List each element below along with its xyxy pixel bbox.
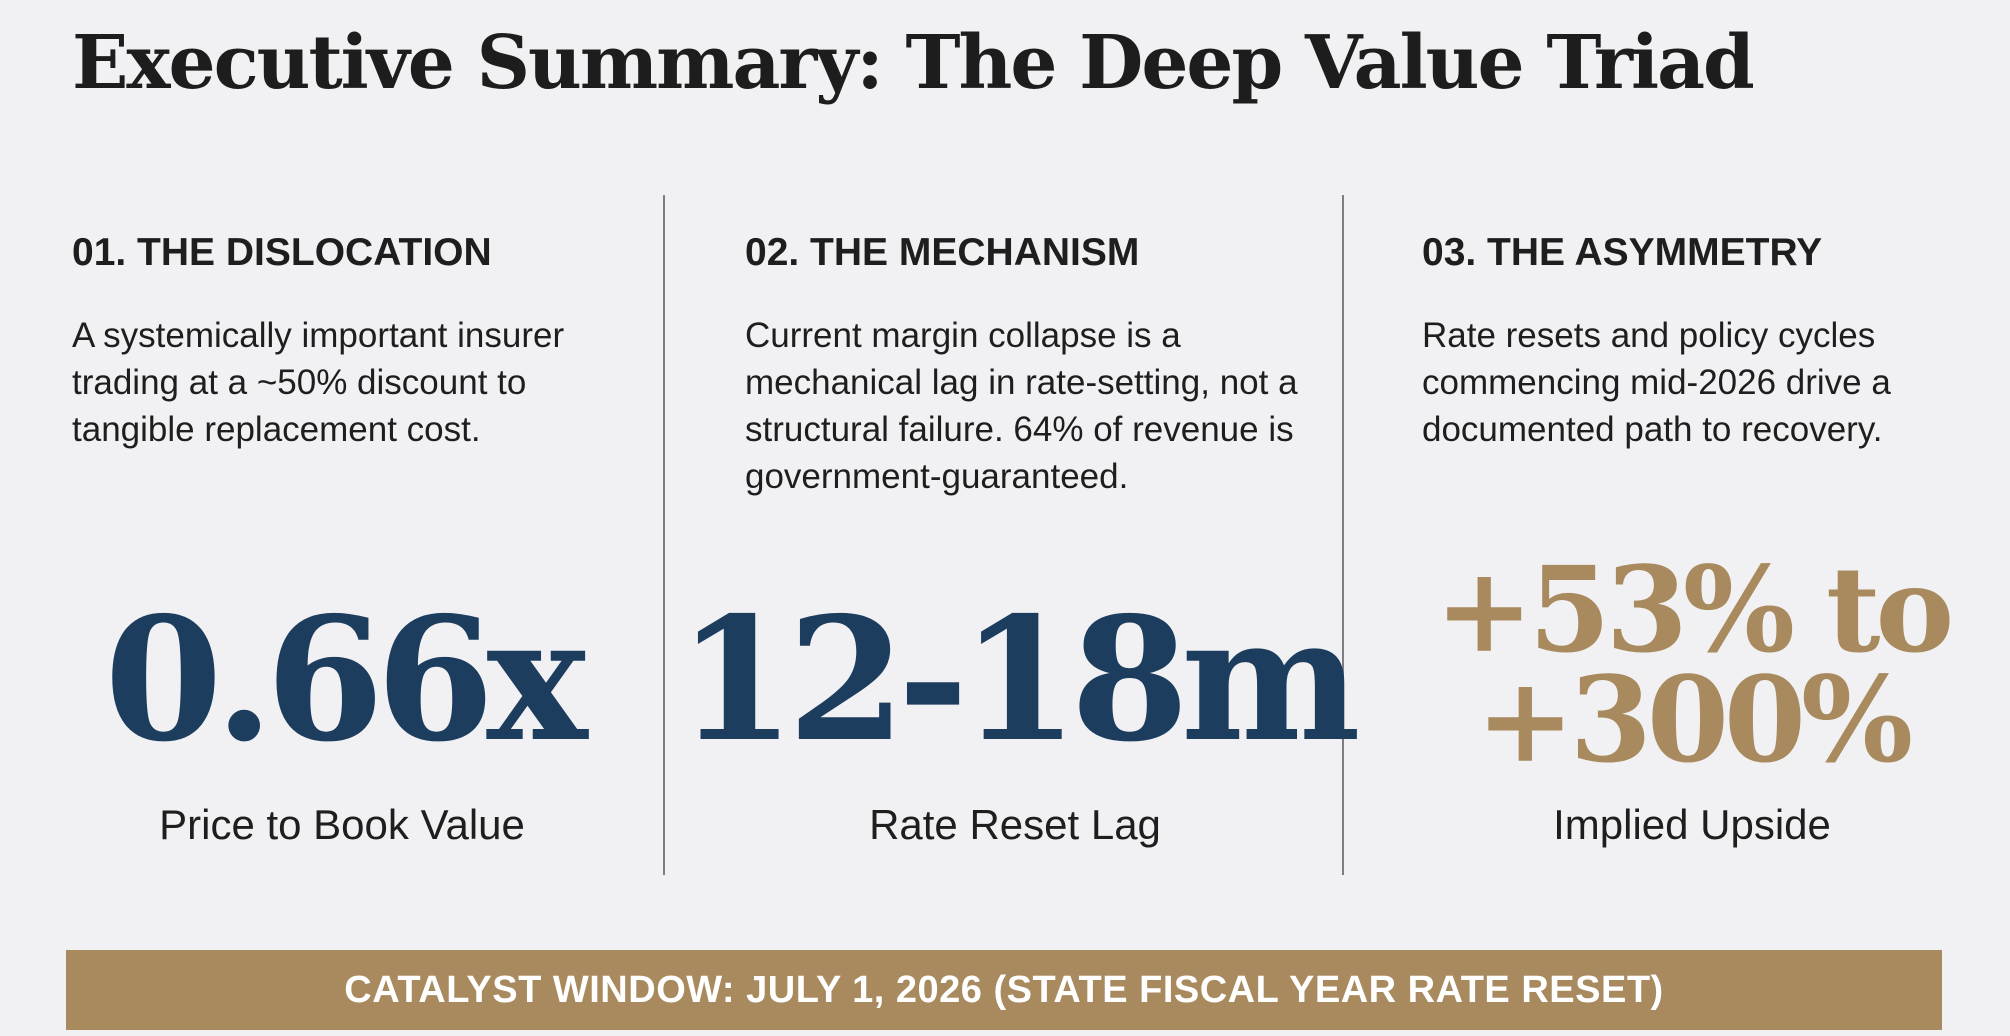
metric-container: +53% to +300% bbox=[1382, 545, 2002, 785]
metric-label: Implied Upside bbox=[1553, 801, 1831, 848]
column-body: A systemically important insurer trading… bbox=[72, 316, 565, 449]
column-heading: 03. THE ASYMMETRY bbox=[1422, 231, 1823, 274]
metric-label: Price to Book Value bbox=[159, 801, 525, 848]
column-heading: 01. THE DISLOCATION bbox=[72, 231, 492, 274]
metric-container: 12-18m bbox=[677, 580, 1361, 780]
page-title: Executive Summary: The Deep Value Triad bbox=[72, 20, 1755, 106]
metric-value-line-2: +300% bbox=[1475, 650, 1913, 789]
metric-value-line-1: +53% to bbox=[1434, 540, 1954, 679]
column-mechanism: 02. THE MECHANISM Current margin collaps… bbox=[677, 200, 1361, 880]
metric-value: 12-18m bbox=[677, 580, 1361, 780]
column-dislocation: 01. THE DISLOCATION A systemically impor… bbox=[72, 200, 632, 880]
banner-text: CATALYST WINDOW: JULY 1, 2026 (STATE FIS… bbox=[344, 968, 1664, 1011]
metric-label: Rate Reset Lag bbox=[869, 801, 1161, 848]
column-asymmetry: 03. THE ASYMMETRY Rate resets and policy… bbox=[1422, 200, 1982, 880]
column-body: Current margin collapse is a mechanical … bbox=[745, 316, 1298, 496]
metric-container: 0.66x bbox=[32, 580, 652, 780]
catalyst-banner: CATALYST WINDOW: JULY 1, 2026 (STATE FIS… bbox=[66, 950, 1942, 1030]
column-body: Rate resets and policy cycles commencing… bbox=[1422, 316, 1891, 449]
column-heading: 02. THE MECHANISM bbox=[745, 231, 1140, 274]
column-divider bbox=[1342, 195, 1344, 875]
metric-value: 0.66x bbox=[104, 580, 587, 780]
metric-value: +53% to +300% bbox=[1434, 540, 1954, 789]
column-divider bbox=[663, 195, 665, 875]
